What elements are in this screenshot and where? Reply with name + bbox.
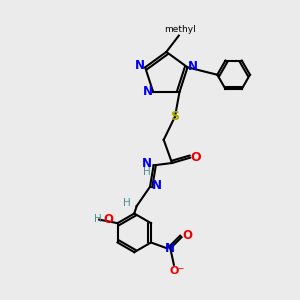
Text: N: N <box>188 60 198 73</box>
Text: N: N <box>165 242 175 255</box>
Text: H: H <box>143 167 151 177</box>
Text: O⁻: O⁻ <box>169 266 184 276</box>
Text: O: O <box>103 212 114 226</box>
Text: methyl: methyl <box>164 25 196 34</box>
Text: N: N <box>152 179 162 192</box>
Text: N: N <box>134 59 145 72</box>
Text: H: H <box>123 197 131 208</box>
Text: O: O <box>182 229 192 242</box>
Text: N: N <box>142 158 152 170</box>
Text: O: O <box>190 151 201 164</box>
Text: N: N <box>142 85 153 98</box>
Text: H: H <box>94 214 101 224</box>
Text: S: S <box>170 110 179 123</box>
